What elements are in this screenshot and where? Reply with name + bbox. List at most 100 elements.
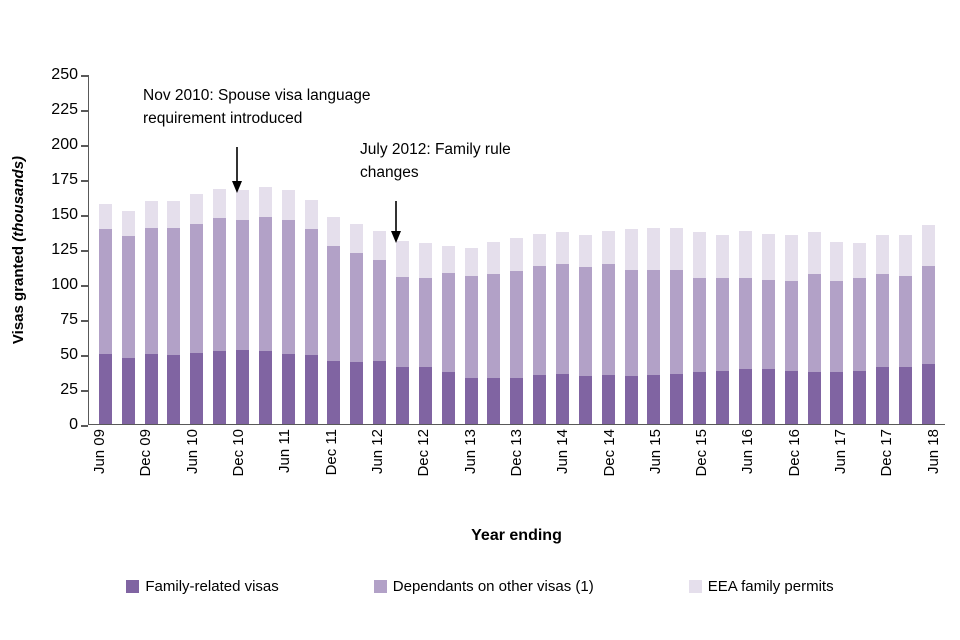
x-tick-label: Dec 09: [137, 429, 155, 477]
y-tick-label: 150: [51, 206, 78, 223]
legend-label-eea: EEA family permits: [707, 578, 834, 595]
y-tick-mark: [81, 390, 88, 392]
x-label-slot: [343, 429, 366, 505]
bar-segment: [121, 358, 135, 424]
bar-stack-jun-11: [281, 190, 295, 424]
bar-segment: [853, 278, 867, 371]
bar-segment: [464, 247, 478, 276]
y-tick-mark: [81, 285, 88, 287]
bar-segment: [304, 200, 318, 230]
bar-segment: [578, 235, 592, 268]
y-tick-label: 50: [60, 346, 78, 363]
bar-segment: [236, 349, 250, 424]
y-tick-mark: [81, 355, 88, 357]
bar-segment: [876, 274, 890, 367]
bar-segment: [853, 370, 867, 424]
bar-stack-dec-12: [418, 243, 432, 424]
bar-segment: [761, 369, 775, 424]
bar-segment: [327, 361, 341, 424]
bar-stack-sep-17: [853, 243, 867, 424]
bar-stack-jun-15: [647, 228, 661, 424]
bar-stack-sep-10: [213, 188, 227, 424]
bar-segment: [876, 235, 890, 275]
bar-stack-mar-11: [258, 187, 272, 424]
y-tick-label: 175: [51, 171, 78, 188]
x-label-slot: [389, 429, 412, 505]
bar-segment: [830, 242, 844, 282]
y-tick-mark: [81, 320, 88, 322]
bar-segment: [258, 216, 272, 352]
bar-stack-dec-16: [784, 235, 798, 424]
bar-segment: [921, 265, 935, 364]
bar-segment: [144, 354, 158, 424]
legend-item-eea: EEA family permits: [688, 578, 834, 595]
bar-segment: [98, 229, 112, 354]
x-label-slot: Dec 14: [597, 429, 620, 505]
bar-segment: [876, 366, 890, 424]
bar-stack-mar-13: [441, 246, 455, 424]
bar-segment: [601, 230, 615, 265]
bar-segment: [578, 267, 592, 377]
bar-segment: [738, 278, 752, 370]
x-label-slot: Jun 17: [829, 429, 852, 505]
x-tick-label: Dec 16: [785, 429, 803, 477]
bar-segment: [213, 218, 227, 352]
bar-segment: [830, 372, 844, 424]
bar-segment: [98, 204, 112, 230]
bar-stack-sep-09: [121, 211, 135, 424]
legend-item-dependants: Dependants on other visas (1): [373, 578, 594, 595]
down-arrow-icon: [232, 147, 242, 193]
x-tick-label: Jun 13: [461, 429, 479, 475]
y-axis-title-main: Visas granted: [10, 241, 27, 345]
x-tick-label: Jun 12: [368, 429, 386, 475]
down-arrow-icon: [391, 201, 401, 243]
bar-stack-sep-13: [487, 242, 501, 424]
legend-item-family-related: Family-related visas: [126, 578, 279, 595]
y-tick-label: 200: [51, 136, 78, 153]
bar-segment: [807, 274, 821, 373]
x-tick-label: Jun 10: [183, 429, 201, 475]
y-tick-mark: [81, 250, 88, 252]
bar-segment: [304, 355, 318, 424]
bar-segment: [738, 230, 752, 279]
bar-segment: [693, 232, 707, 279]
legend-swatch-family-related: [126, 580, 140, 593]
bar-segment: [167, 355, 181, 424]
bar-segment: [418, 278, 432, 367]
bar-segment: [624, 229, 638, 271]
annotation-july-2012: July 2012: Family rule changes: [360, 138, 511, 184]
bar-segment: [556, 232, 570, 265]
bar-segment: [281, 190, 295, 220]
bar-segment: [693, 278, 707, 373]
bar-stack-dec-10: [236, 190, 250, 424]
bar-stack-sep-14: [578, 235, 592, 424]
y-tick-label: 25: [60, 381, 78, 398]
x-tick-label: Dec 14: [600, 429, 618, 477]
y-axis-title-italic: (thousands): [10, 155, 27, 242]
chart-legend: Family-related visas Dependants on other…: [0, 578, 960, 595]
bar-segment: [190, 223, 204, 353]
x-label-slot: Jun 12: [366, 429, 389, 505]
x-tick-label: Dec 17: [878, 429, 896, 477]
bar-segment: [121, 236, 135, 359]
bar-segment: [647, 270, 661, 375]
bar-segment: [281, 354, 295, 424]
bar-stack-mar-17: [807, 232, 821, 424]
bar-series-container: [89, 75, 945, 424]
x-label-slot: Dec 13: [505, 429, 528, 505]
bar-segment: [373, 260, 387, 361]
bar-segment: [670, 228, 684, 271]
bar-segment: [807, 232, 821, 275]
bar-stack-dec-15: [693, 232, 707, 424]
y-tick-mark: [81, 425, 88, 427]
x-label-slot: Dec 16: [783, 429, 806, 505]
bar-segment: [921, 225, 935, 266]
bar-stack-sep-11: [304, 200, 318, 424]
bar-segment: [464, 275, 478, 378]
bar-stack-mar-10: [167, 201, 181, 424]
bar-segment: [441, 372, 455, 424]
y-tick-label: 100: [51, 276, 78, 293]
bar-segment: [327, 216, 341, 247]
bar-segment: [898, 366, 912, 424]
bar-segment: [784, 235, 798, 282]
